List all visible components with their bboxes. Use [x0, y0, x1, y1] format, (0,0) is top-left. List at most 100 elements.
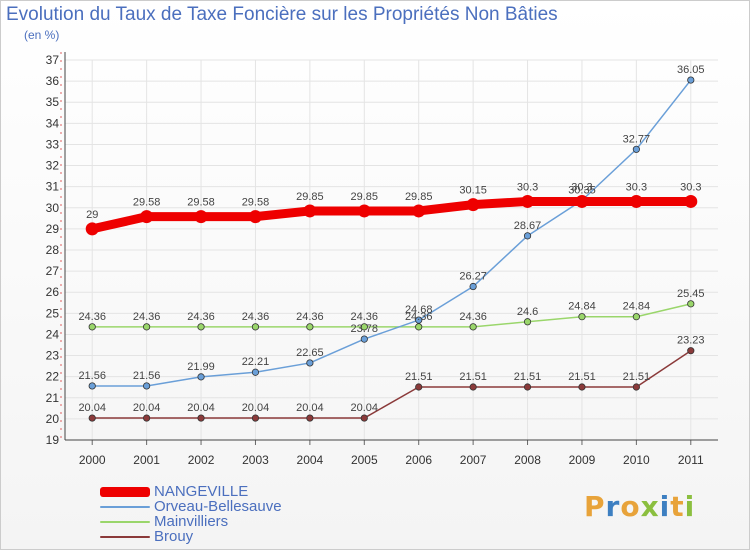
data-label: 21.51	[459, 371, 487, 383]
brand-letter: i	[684, 490, 696, 523]
axes: 19 20 21 22 23 24 25 26 27 28 29 30 31 32 33 34 35 36 37 20…	[46, 52, 718, 467]
data-label: 30.15	[459, 185, 487, 197]
data-label: 30.3	[571, 181, 592, 193]
legend-item-nangeville: NANGEVILLE	[100, 483, 282, 500]
data-label: 29	[86, 209, 98, 221]
data-label: 23.78	[351, 323, 379, 335]
x-tick-label: 2005	[351, 453, 378, 467]
data-label: 20.04	[296, 402, 324, 414]
data-label: 28.67	[514, 220, 542, 232]
brand-letter: P	[584, 490, 606, 523]
data-point	[415, 383, 423, 391]
data-point	[143, 414, 151, 422]
data-point	[306, 323, 314, 331]
line-chart: 19 20 21 22 23 24 25 26 27 28 29 30 31 32 33 34 35 36 37 20…	[46, 52, 718, 467]
data-point	[88, 382, 96, 390]
data-point	[687, 300, 695, 308]
data-point	[197, 373, 205, 381]
data-label: 24.36	[296, 311, 324, 323]
legend-swatch	[100, 505, 150, 508]
x-tick-label: 2000	[79, 453, 106, 467]
data-label: 29.85	[296, 191, 324, 203]
data-label: 30.3	[517, 181, 538, 193]
data-point	[521, 194, 535, 208]
data-point	[629, 194, 643, 208]
legend-label: Mainvilliers	[154, 513, 229, 530]
brand-letter: x	[640, 490, 660, 523]
brand-letter: i	[659, 490, 671, 523]
y-tick-label: 31	[46, 180, 60, 194]
data-label: 20.04	[133, 402, 161, 414]
data-label: 29.85	[351, 191, 379, 203]
data-label: 29.58	[133, 197, 161, 209]
data-label: 32.77	[623, 133, 651, 145]
data-point	[248, 210, 262, 224]
data-point	[303, 204, 317, 218]
legend-item-mainvilliers: Mainvilliers	[100, 513, 282, 530]
data-point	[523, 383, 532, 391]
data-label: 30.3	[626, 181, 647, 193]
data-point	[85, 222, 99, 236]
data-labels: 20.04 20.04 20.04 20.04 20.04 20.04 21.51 21.51…	[78, 64, 704, 414]
x-tick-label: 2002	[188, 453, 215, 467]
data-label: 21.51	[514, 371, 542, 383]
data-point	[469, 383, 477, 391]
data-label: 29.85	[405, 191, 433, 203]
data-point	[415, 323, 423, 331]
x-tick-label: 2006	[405, 453, 432, 467]
data-point	[251, 368, 260, 376]
legend-item-brouy: Brouy	[100, 528, 282, 545]
data-point	[88, 323, 96, 331]
data-point	[197, 323, 205, 331]
data-label: 20.04	[78, 402, 106, 414]
y-tick-label: 23	[46, 349, 60, 363]
data-point	[360, 323, 368, 331]
x-tick-label: 2007	[460, 453, 487, 467]
data-label: 30.35	[568, 184, 596, 196]
data-point	[415, 316, 423, 324]
data-label: 22.21	[242, 356, 270, 368]
x-tick-label: 2011	[678, 453, 704, 467]
chart-unit: (en %)	[24, 28, 60, 42]
y-tick-label: 26	[46, 285, 60, 299]
x-tick-label: 2008	[514, 453, 541, 467]
data-point	[578, 383, 586, 391]
data-label: 21.51	[405, 371, 433, 383]
data-point	[684, 194, 698, 208]
data-point	[88, 414, 96, 422]
chart-title: Evolution du Taux de Taxe Foncière sur l…	[6, 4, 558, 25]
data-label: 24.6	[517, 306, 538, 318]
data-label: 21.56	[78, 370, 106, 382]
y-tick-label: 33	[46, 137, 60, 151]
x-tick-label: 2009	[569, 453, 596, 467]
data-label: 24.36	[133, 311, 161, 323]
y-tick-label: 27	[46, 264, 60, 278]
data-label: 25.45	[677, 288, 705, 300]
data-label: 24.36	[459, 311, 487, 323]
data-point	[632, 145, 640, 153]
data-label: 30.3	[680, 181, 701, 193]
data-point	[140, 210, 154, 224]
data-point	[357, 204, 371, 218]
data-label: 21.51	[623, 371, 651, 383]
series-lines	[85, 76, 698, 422]
x-tick-label: 2010	[623, 453, 650, 467]
data-label: 21.51	[568, 371, 596, 383]
data-label: 21.56	[133, 370, 161, 382]
data-point	[306, 414, 314, 422]
series-line-mainvilliers	[91, 303, 692, 328]
data-point	[197, 414, 205, 422]
y-tick-label: 22	[46, 370, 60, 384]
data-point	[523, 232, 532, 240]
y-tick-label: 37	[46, 53, 60, 67]
data-point	[687, 76, 695, 84]
data-label: 20.04	[187, 402, 215, 414]
legend-swatch	[100, 520, 150, 523]
brand-letter: o	[620, 490, 641, 523]
y-tick-label: 20	[46, 412, 60, 426]
x-tick-label: 2004	[297, 453, 324, 467]
data-label: 24.36	[351, 311, 379, 323]
data-point	[632, 313, 640, 321]
y-tick-label: 19	[46, 433, 60, 447]
